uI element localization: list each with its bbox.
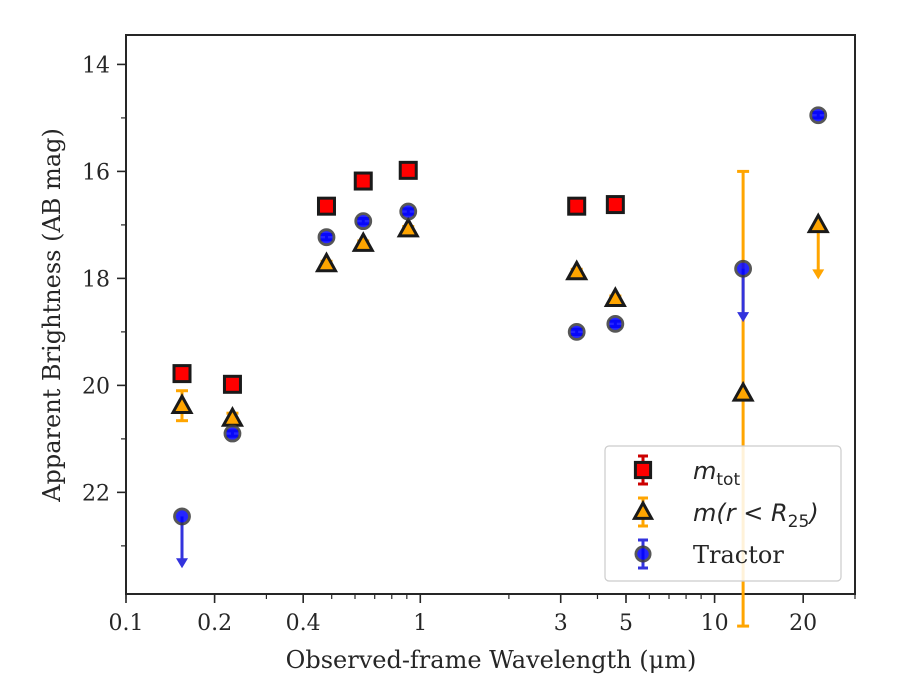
legend-marker-mr25 xyxy=(631,499,655,520)
x-tick-label: 0.1 xyxy=(109,611,144,636)
mr25-upper-limit-arrow-head xyxy=(812,269,825,280)
mtot-point xyxy=(398,160,418,180)
x-tick-label: 20 xyxy=(789,611,817,636)
mtot-point xyxy=(222,374,242,394)
y-tick-label: 16 xyxy=(82,160,110,185)
legend-frame xyxy=(604,445,842,582)
legend-label-mtot: mtot xyxy=(693,457,740,490)
y-tick-label: 14 xyxy=(82,53,110,78)
mtot-point xyxy=(567,196,587,216)
mr25-point xyxy=(220,406,245,427)
legend-label-mr25: m(r < R25) xyxy=(693,499,819,532)
mr25-point xyxy=(351,231,375,252)
legend-marker-mtot xyxy=(633,460,653,480)
tractor-upper-limit-arrow-head xyxy=(737,312,750,323)
x-tick-label: 0.2 xyxy=(197,611,232,636)
plot-frame xyxy=(125,34,856,595)
tractor-point xyxy=(734,259,753,278)
x-axis-label: Observed-frame Wavelength (μm) xyxy=(286,646,697,674)
mr25-point xyxy=(170,393,194,414)
y-axis-label: Apparent Brightness (AB mag) xyxy=(38,128,66,503)
mtot-point xyxy=(605,195,625,215)
x-tick-label: 10 xyxy=(701,611,729,636)
y-tick-label: 18 xyxy=(82,267,110,292)
mr25-point xyxy=(565,259,589,281)
legend-marker-tractor xyxy=(634,545,652,563)
tractor-point xyxy=(354,212,373,231)
tractor-point xyxy=(809,106,828,125)
mr25-point xyxy=(603,286,627,307)
mr25-point xyxy=(806,212,830,234)
tractor-point xyxy=(399,202,418,221)
x-tick-label: 1 xyxy=(413,611,427,636)
tractor-point xyxy=(567,322,586,341)
mr25-point xyxy=(396,216,420,238)
y-tick-label: 20 xyxy=(82,374,110,399)
tractor-point xyxy=(606,314,625,333)
mr25-point xyxy=(731,380,755,402)
data-layer xyxy=(170,106,830,628)
legend: mtot m(r < R25) Tractor xyxy=(604,445,842,582)
legend-label-tractor: Tractor xyxy=(693,541,784,569)
mr25-point xyxy=(314,251,339,273)
axes-layer: 0.1 0.2 0.4 1 3 5 10 20 14 16 18 20 22 xyxy=(82,34,856,636)
tractor-point xyxy=(223,424,242,443)
tractor-point xyxy=(317,228,336,247)
x-tick-label: 5 xyxy=(619,611,633,636)
x-tick-label: 3 xyxy=(554,611,568,636)
x-tick-label: 0.4 xyxy=(286,611,321,636)
tractor-point xyxy=(173,507,191,526)
mtot-point xyxy=(316,196,336,216)
y-tick-label: 22 xyxy=(82,481,110,506)
mtot-point xyxy=(172,364,192,384)
mtot-point xyxy=(353,171,373,191)
tractor-upper-limit-arrow-head xyxy=(176,558,189,569)
